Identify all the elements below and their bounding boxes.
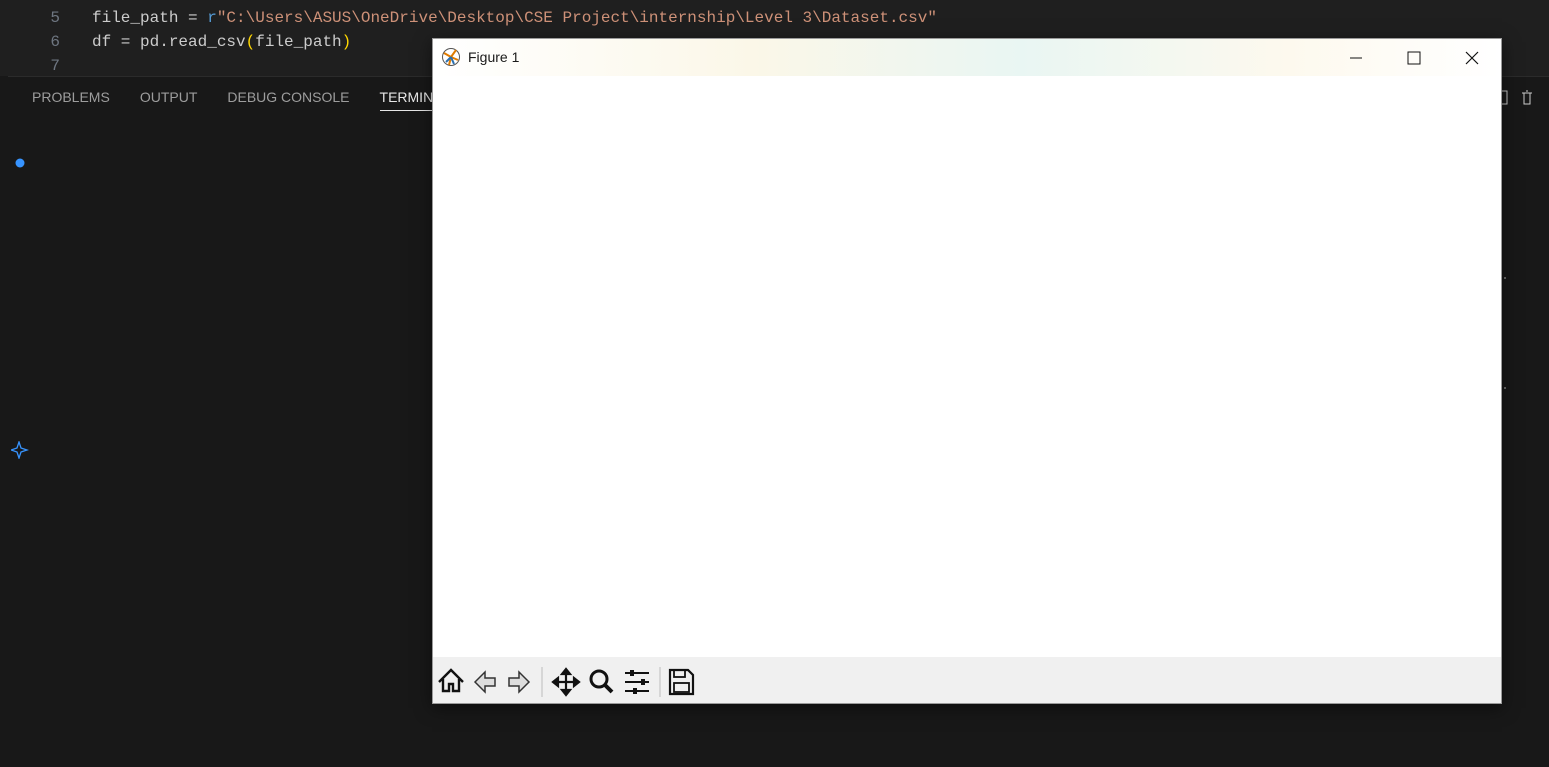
scroll-dots xyxy=(1504,277,1506,389)
code-text: df = pd.read_csv(file_path) xyxy=(92,30,351,54)
code-token: file_path = xyxy=(92,9,208,27)
title-bar: Figure 1 xyxy=(433,39,1501,76)
figure-window: Figure 1 xyxy=(432,38,1502,704)
window-controls[interactable] xyxy=(1338,47,1498,69)
code-token: ) xyxy=(341,33,352,51)
app-icon xyxy=(442,48,460,66)
toolbar xyxy=(433,657,1501,703)
line-number: 7 xyxy=(50,57,60,75)
panel-tabs: PROBLEMS OUTPUT DEBUG CONSOLE TERMINAL xyxy=(32,89,451,111)
code-token: "C:\Users\ASUS\OneDrive\Desktop\CSE Proj… xyxy=(216,9,937,27)
code-text: file_path = r"C:\Users\ASUS\OneDrive\Des… xyxy=(92,6,937,30)
panel-tab: OUTPUT xyxy=(139,89,198,105)
toolbar-icons[interactable] xyxy=(433,657,713,703)
code-token: df = pd.read_csv xyxy=(92,33,246,51)
panel-tab: DEBUG CONSOLE xyxy=(227,89,350,105)
code-token: r xyxy=(207,9,217,27)
window-title: Figure 1 xyxy=(468,49,520,65)
panel-actions[interactable] xyxy=(1496,89,1536,107)
chart xyxy=(433,76,1501,657)
panel-tab: PROBLEMS xyxy=(32,89,110,105)
line-number: 5 xyxy=(50,9,60,27)
sparkle-icon[interactable] xyxy=(11,441,29,459)
status-dot xyxy=(15,158,25,168)
code-token: ( xyxy=(245,33,256,51)
line-number: 6 xyxy=(50,33,60,51)
code-token: file_path xyxy=(255,33,342,51)
